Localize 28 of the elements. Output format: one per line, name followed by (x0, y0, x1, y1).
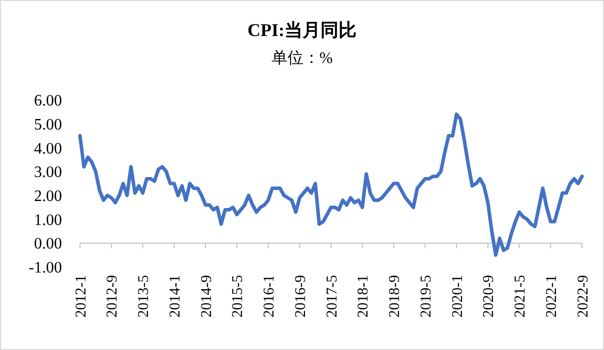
x-tick-label: 2022-9 (575, 275, 592, 318)
x-tick-label: 2016-1 (262, 275, 278, 318)
chart-subtitle: 单位：% (271, 49, 333, 67)
x-tick-label: 2020-1 (450, 275, 466, 318)
x-tick-label: 2014-9 (198, 275, 215, 318)
x-tick-label: 2022-1 (544, 275, 560, 318)
x-tick-label: 2019-5 (418, 275, 434, 318)
x-tick-label: 2012-1 (73, 275, 90, 318)
y-tick-label: 6.00 (34, 92, 62, 110)
y-tick-label: 3.00 (34, 164, 62, 182)
x-tick-label: 2013-5 (136, 275, 152, 318)
x-tick-label: 2015-5 (230, 275, 246, 318)
x-tick-label: 2016-9 (292, 275, 309, 318)
line-series (78, 112, 584, 257)
y-tick-label: 2.00 (34, 188, 62, 206)
x-tick-label: 2018-9 (387, 275, 403, 318)
chart-title: CPI:当月同比 (248, 20, 356, 40)
y-tick-label: 4.00 (34, 140, 62, 158)
y-tick-label: 5.00 (34, 116, 62, 134)
x-tick-label: 2017-5 (324, 275, 340, 318)
x-tick-label: 2012-9 (104, 275, 121, 318)
x-tick-label: 2021-5 (512, 275, 528, 318)
x-tick-label: 2018-1 (356, 275, 372, 318)
y-tick-label: -1.00 (28, 260, 62, 277)
x-tick-label: 2020-9 (481, 275, 498, 318)
x-tick-label: 2014-1 (167, 275, 184, 318)
y-tick-label: 1.00 (34, 212, 62, 229)
y-tick-label: 0.00 (34, 236, 62, 253)
